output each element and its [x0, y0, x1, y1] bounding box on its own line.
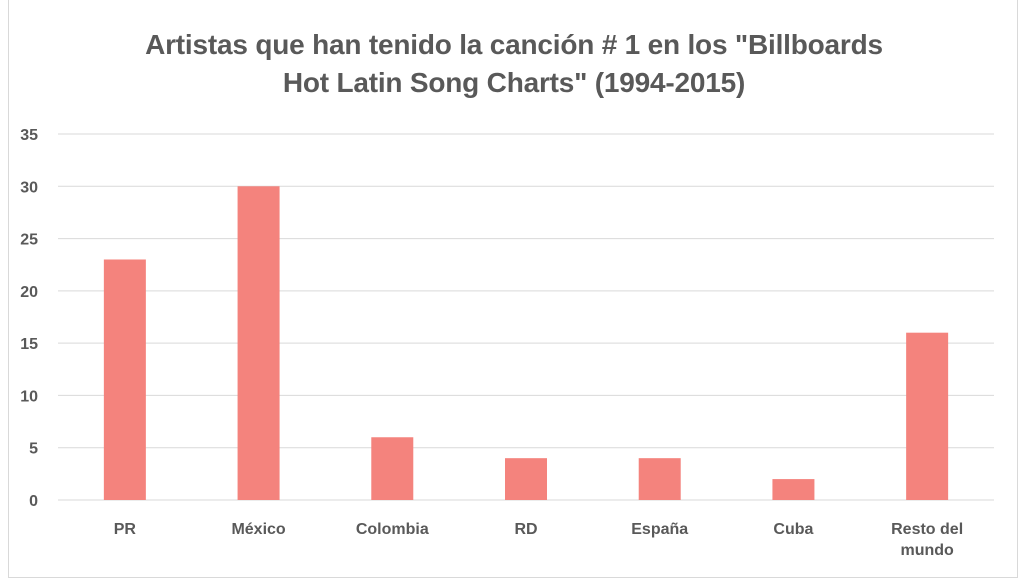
bar-0 — [103, 259, 146, 500]
bar-5 — [772, 479, 815, 500]
chart-title: Artistas que han tenido la canción # 1 e… — [9, 26, 1019, 102]
y-tick-label-15: 15 — [20, 336, 38, 353]
x-tick-label-line: mundo — [900, 542, 954, 559]
x-tick-label-line: PR — [114, 521, 137, 538]
x-tick-label-line: RD — [514, 521, 537, 538]
chart-title-line-2: Hot Latin Song Charts" (1994-2015) — [282, 67, 746, 98]
bar-2 — [371, 437, 414, 500]
x-tick-label-line: Colombia — [356, 521, 429, 538]
y-tick-label-5: 5 — [29, 441, 38, 458]
x-tick-label-line: España — [631, 521, 688, 538]
x-tick-label-5: Cuba — [773, 521, 813, 538]
x-tick-label-3: RD — [514, 521, 537, 538]
y-tick-label-20: 20 — [20, 284, 38, 301]
y-tick-label-35: 35 — [20, 127, 38, 144]
bar-3 — [505, 458, 547, 500]
x-tick-label-1: México — [231, 521, 285, 538]
bar-6 — [906, 332, 949, 500]
y-tick-label-10: 10 — [20, 388, 38, 405]
x-tick-label-0: PR — [114, 521, 137, 538]
y-tick-label-25: 25 — [20, 232, 38, 249]
y-tick-label-0: 0 — [29, 493, 38, 510]
x-tick-label-6: Resto del mundo — [891, 521, 963, 559]
x-tick-label-line: Resto del — [891, 521, 963, 538]
bar-1 — [237, 186, 280, 501]
x-tick-label-2: Colombia — [356, 521, 429, 538]
y-tick-label-30: 30 — [20, 179, 38, 196]
chart-title-line-1: Artistas que han tenido la canción # 1 e… — [145, 29, 883, 60]
x-tick-label-line: Cuba — [773, 521, 813, 538]
bar-4 — [638, 458, 681, 500]
x-tick-label-4: España — [631, 521, 688, 538]
x-tick-label-line: México — [231, 521, 285, 538]
